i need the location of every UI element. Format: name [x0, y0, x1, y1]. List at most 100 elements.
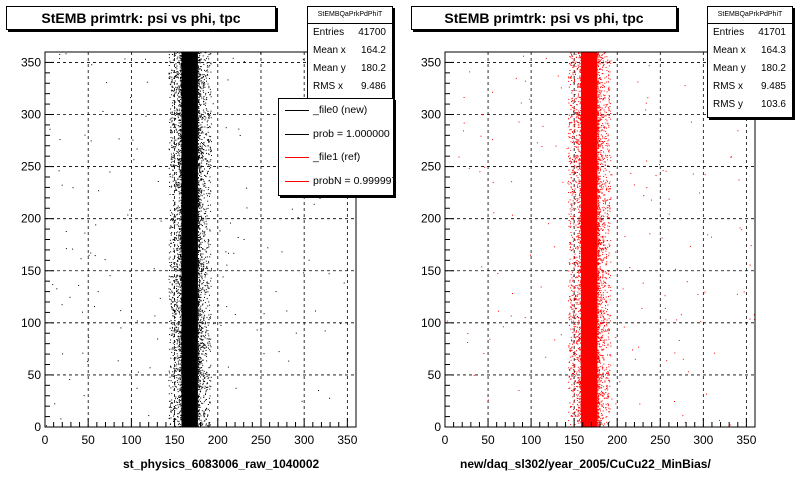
scatter-point: [580, 377, 582, 379]
scatter-point: [579, 241, 581, 242]
scatter-point: [569, 306, 571, 308]
scatter-point: [176, 274, 178, 276]
scatter-point: [178, 383, 180, 385]
scatter-point: [213, 323, 215, 325]
scatter-point: [198, 192, 199, 194]
scatter-point: [208, 127, 209, 128]
scatter-point: [198, 413, 200, 415]
scatter-point: [174, 298, 176, 300]
scatter-point: [200, 342, 202, 344]
scatter-point: [172, 239, 174, 241]
scatter-point: [198, 67, 199, 69]
scatter-point: [603, 325, 605, 327]
scatter-point: [200, 423, 202, 425]
scatter-point: [578, 368, 580, 370]
scatter-point: [581, 419, 583, 420]
scatter-point: [575, 61, 577, 63]
scatter-point: [180, 355, 182, 357]
scatter-point: [574, 253, 576, 255]
scatter-point: [180, 284, 182, 286]
scatter-point: [206, 267, 208, 269]
scatter-point: [199, 147, 201, 149]
left-stats-header: StEMBQaPrkPdPhiT: [308, 7, 392, 24]
scatter-point: [597, 64, 599, 66]
scatter-point: [580, 258, 582, 260]
scatter-point: [201, 338, 202, 340]
scatter-point: [577, 390, 579, 391]
scatter-point: [170, 226, 172, 228]
scatter-point: [608, 102, 610, 104]
scatter-point: [169, 186, 171, 187]
scatter-point: [180, 336, 182, 338]
scatter-point: [207, 333, 209, 335]
scatter-point: [176, 189, 178, 191]
scatter-point: [170, 83, 172, 85]
scatter-point: [571, 206, 573, 208]
scatter-point: [602, 99, 604, 101]
scatter-point: [597, 218, 599, 220]
scatter-point: [172, 371, 174, 373]
scatter-point: [174, 220, 176, 222]
scatter-point: [201, 283, 203, 285]
scatter-point: [600, 168, 601, 170]
scatter-point: [207, 414, 209, 416]
scatter-point: [204, 344, 206, 346]
scatter-point: [180, 255, 182, 257]
scatter-point: [204, 59, 206, 61]
scatter-point: [180, 211, 182, 213]
scatter-point: [198, 299, 200, 301]
scatter-point: [578, 124, 580, 126]
scatter-point: [603, 239, 605, 241]
scatter-point: [573, 324, 575, 326]
scatter-point: [177, 138, 179, 140]
scatter-point: [603, 65, 605, 66]
scatter-point: [170, 264, 172, 266]
scatter-point: [576, 175, 578, 177]
scatter-point: [208, 179, 210, 181]
scatter-point: [180, 104, 182, 106]
scatter-point: [608, 255, 610, 257]
scatter-point: [205, 108, 207, 110]
scatter-point: [343, 282, 345, 284]
scatter-point: [198, 69, 200, 71]
scatter-point: [597, 317, 599, 319]
scatter-point: [176, 218, 178, 220]
scatter-point: [568, 183, 570, 185]
scatter-point: [168, 149, 170, 151]
scatter-point: [65, 248, 67, 250]
scatter-point: [173, 293, 175, 295]
scatter-point: [207, 71, 209, 73]
scatter-point: [604, 174, 606, 176]
scatter-point: [199, 389, 201, 390]
legend-entry: _file0 (new): [279, 99, 393, 123]
scatter-point: [207, 145, 209, 147]
scatter-point: [173, 225, 175, 227]
left-chart-title: StEMB primtrk: psi vs phi, tpc: [6, 6, 276, 30]
scatter-point: [198, 371, 199, 373]
scatter-point: [127, 214, 129, 216]
scatter-point: [199, 311, 201, 313]
scatter-point: [598, 367, 599, 369]
scatter-point: [609, 208, 611, 210]
scatter-point: [573, 157, 575, 159]
scatter-point: [580, 100, 582, 102]
scatter-point: [207, 324, 209, 326]
scatter-point: [598, 199, 600, 201]
scatter-point: [198, 362, 200, 364]
scatter-point: [199, 413, 201, 415]
scatter-point: [575, 297, 577, 299]
scatter-point: [198, 267, 200, 269]
scatter-point: [204, 183, 206, 185]
scatter-point: [177, 281, 179, 283]
scatter-point: [603, 215, 605, 217]
scatter-point: [201, 170, 203, 172]
scatter-point: [172, 124, 174, 126]
scatter-point: [181, 154, 183, 156]
scatter-point: [575, 382, 577, 384]
scatter-point: [573, 185, 575, 187]
scatter-point: [205, 220, 207, 222]
scatter-point: [568, 314, 570, 316]
scatter-point: [200, 80, 202, 82]
scatter-point: [580, 406, 582, 408]
scatter-point: [580, 267, 582, 269]
